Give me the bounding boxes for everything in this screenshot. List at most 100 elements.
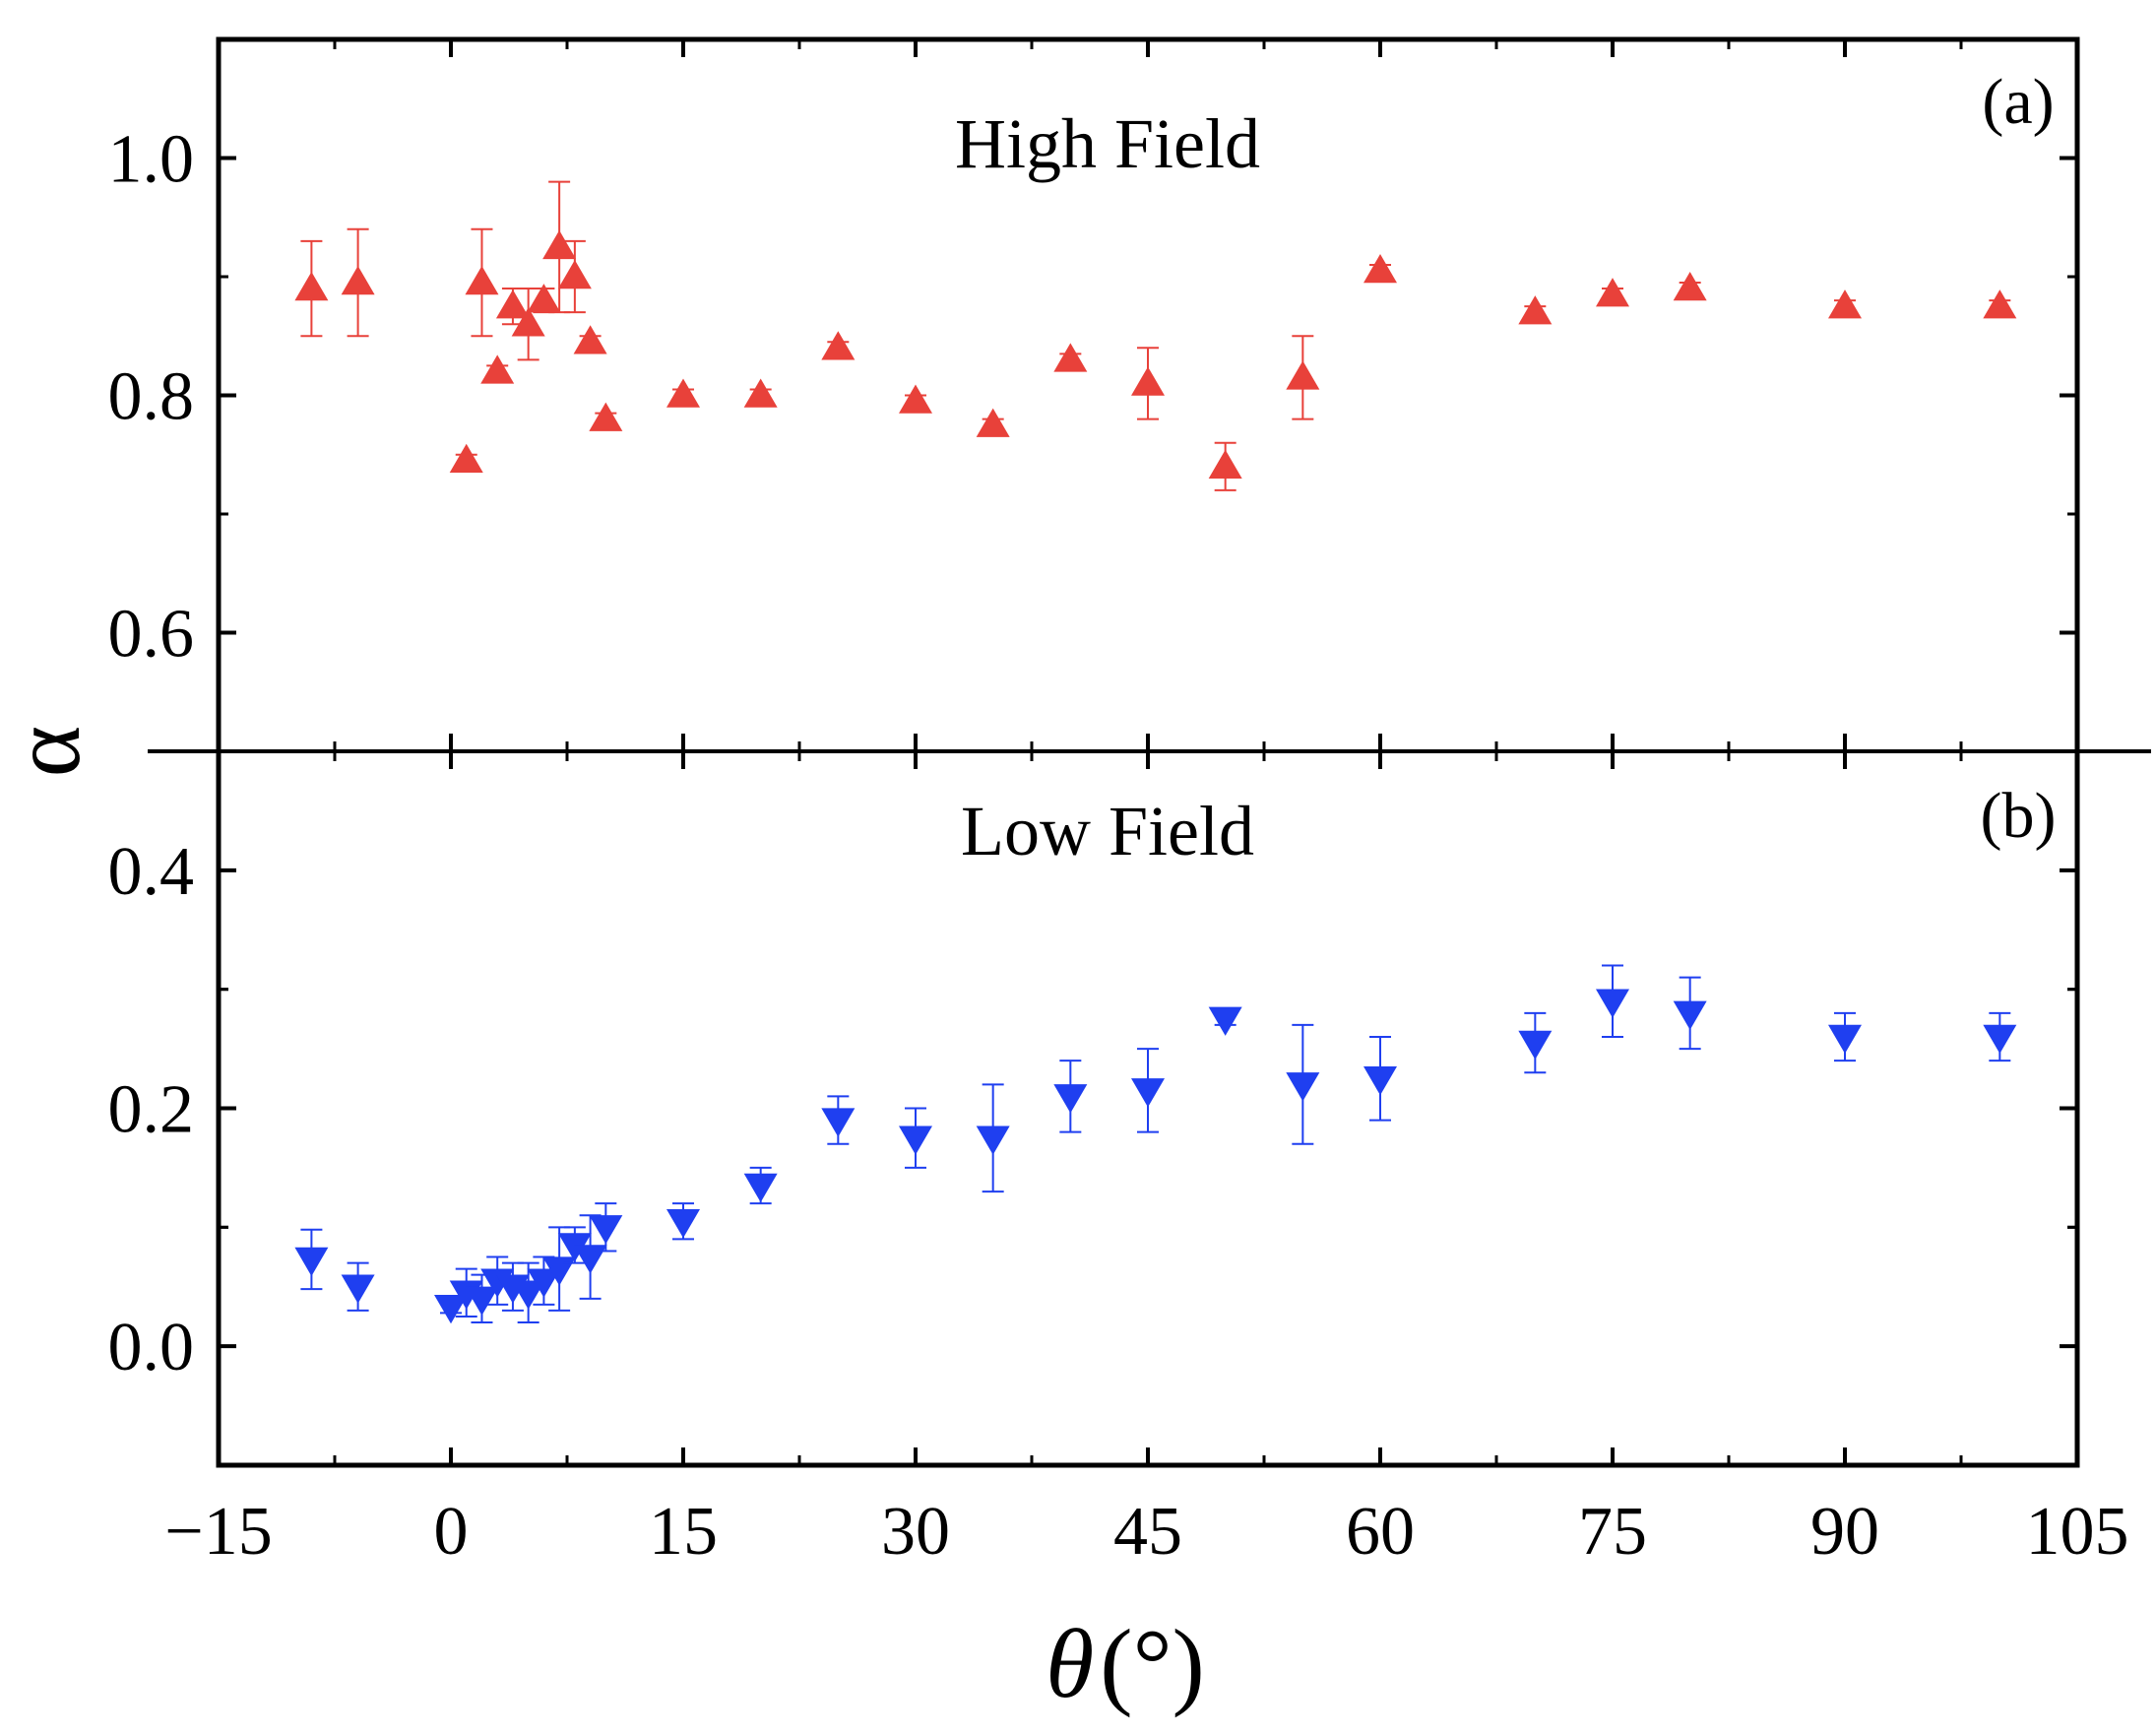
data-marker bbox=[821, 331, 856, 360]
data-marker bbox=[1208, 1006, 1242, 1036]
data-marker bbox=[573, 325, 607, 354]
y-tick-label: 0.4 bbox=[108, 834, 195, 910]
panel-a-point-11 bbox=[589, 402, 623, 431]
data-marker bbox=[1673, 272, 1707, 301]
data-marker bbox=[542, 229, 577, 260]
data-marker bbox=[821, 1108, 856, 1137]
panel-b-point-7 bbox=[511, 1261, 545, 1323]
y-tick-label: 0.8 bbox=[108, 359, 195, 435]
x-axis-label: θ(°) bbox=[1046, 1609, 1205, 1718]
x-axis-label-symbol: θ bbox=[1046, 1609, 1094, 1718]
panel-b-point-25 bbox=[1673, 976, 1707, 1051]
data-marker bbox=[589, 402, 623, 431]
data-marker bbox=[495, 289, 530, 319]
data-marker bbox=[1363, 1066, 1397, 1096]
panel-a-point-19 bbox=[1208, 441, 1242, 491]
y-tick-label: 0.6 bbox=[108, 597, 195, 673]
data-marker bbox=[465, 1286, 499, 1316]
data-marker bbox=[1596, 278, 1629, 307]
panel-a-point-18 bbox=[1131, 347, 1165, 420]
panel-b-point-12 bbox=[589, 1202, 623, 1253]
panel-a-point-7 bbox=[527, 284, 561, 314]
data-marker bbox=[666, 1209, 700, 1239]
panel-a-point-17 bbox=[1053, 343, 1088, 372]
data-marker bbox=[480, 354, 515, 384]
data-marker bbox=[341, 1274, 375, 1304]
x-tick-label: 90 bbox=[1810, 1494, 1879, 1570]
data-marker bbox=[573, 1245, 607, 1274]
panel-a-title: High Field bbox=[955, 104, 1260, 183]
data-marker bbox=[899, 384, 932, 414]
panel-a-point-4 bbox=[480, 354, 515, 384]
data-marker bbox=[1596, 989, 1629, 1018]
panel-a-point-14 bbox=[821, 331, 856, 360]
panel-b-point-19 bbox=[1131, 1048, 1165, 1133]
data-marker bbox=[527, 1268, 561, 1298]
data-marker bbox=[1053, 1084, 1088, 1114]
panel-a-point-15 bbox=[899, 384, 932, 414]
data-marker bbox=[511, 307, 545, 337]
panel-a-point-21 bbox=[1363, 253, 1397, 284]
panel-b-tag: (b) bbox=[1981, 780, 2057, 852]
data-marker bbox=[1983, 1024, 2017, 1054]
panel-a-point-26 bbox=[1983, 289, 2017, 319]
x-tick-label: 45 bbox=[1113, 1494, 1182, 1570]
y-tick-label: 1.0 bbox=[108, 122, 195, 198]
panel-b-point-21 bbox=[1286, 1023, 1320, 1145]
y-axis-label: α bbox=[0, 726, 100, 777]
data-marker bbox=[1518, 295, 1553, 325]
y-tick-label: 0.0 bbox=[108, 1310, 195, 1385]
panel-b-title: Low Field bbox=[961, 792, 1254, 870]
panel-a-point-3 bbox=[465, 227, 499, 338]
data-marker bbox=[1286, 360, 1320, 390]
panel-a-point-0 bbox=[294, 239, 329, 338]
panel-b-point-2 bbox=[434, 1295, 468, 1324]
panel-a-point-1 bbox=[341, 227, 375, 338]
data-marker bbox=[511, 1280, 545, 1310]
panel-a-point-22 bbox=[1518, 295, 1553, 325]
data-marker bbox=[1673, 1000, 1707, 1030]
panel-b-point-1 bbox=[341, 1261, 375, 1312]
x-tick-label: −15 bbox=[164, 1494, 272, 1570]
data-marker bbox=[294, 1247, 329, 1276]
panel-a-plot-area bbox=[294, 180, 2017, 491]
panel-b-point-16 bbox=[899, 1107, 932, 1169]
x-tick-label: 30 bbox=[881, 1494, 950, 1570]
panel-a-point-10 bbox=[573, 325, 607, 354]
data-marker bbox=[1286, 1072, 1320, 1102]
x-tick-label: 60 bbox=[1346, 1494, 1415, 1570]
panel-b-point-18 bbox=[1053, 1060, 1088, 1133]
panel-a-point-24 bbox=[1673, 272, 1707, 301]
panel-b-point-14 bbox=[743, 1166, 778, 1205]
panel-a-point-16 bbox=[976, 408, 1010, 437]
panel-a-point-9 bbox=[557, 239, 592, 314]
panel-a-point-13 bbox=[743, 378, 778, 408]
data-marker bbox=[1828, 289, 1862, 319]
panel-b-point-24 bbox=[1596, 964, 1629, 1038]
data-marker bbox=[1131, 366, 1165, 396]
panel-b-plot-area bbox=[294, 964, 2017, 1324]
y-tick-label: 0.2 bbox=[108, 1072, 195, 1148]
panel-a-point-23 bbox=[1596, 278, 1629, 307]
axes-group: 0.6 0.8 1.0 0.0 0.2 0.4 −15 0 15 30 45 60 75 90 105 bbox=[108, 36, 2151, 1570]
panel-b-point-20 bbox=[1208, 1006, 1242, 1036]
data-marker bbox=[743, 378, 778, 408]
panel-b-point-22 bbox=[1363, 1036, 1397, 1122]
data-marker bbox=[1363, 253, 1397, 284]
data-marker bbox=[1518, 1030, 1553, 1061]
data-marker bbox=[294, 272, 329, 301]
panel-b-point-0 bbox=[294, 1228, 329, 1291]
data-marker bbox=[666, 378, 700, 408]
panel-b-point-26 bbox=[1828, 1011, 1862, 1062]
panel-b-point-4 bbox=[465, 1273, 499, 1323]
panel-b-point-23 bbox=[1518, 1011, 1553, 1074]
data-marker bbox=[589, 1215, 623, 1245]
data-marker bbox=[341, 266, 375, 295]
panel-b-point-17 bbox=[976, 1083, 1010, 1193]
data-marker bbox=[449, 443, 483, 474]
data-marker bbox=[1983, 289, 2017, 319]
data-marker bbox=[1131, 1078, 1165, 1108]
data-marker bbox=[434, 1295, 468, 1324]
x-tick-label: 15 bbox=[649, 1494, 718, 1570]
data-marker bbox=[1828, 1024, 1862, 1054]
